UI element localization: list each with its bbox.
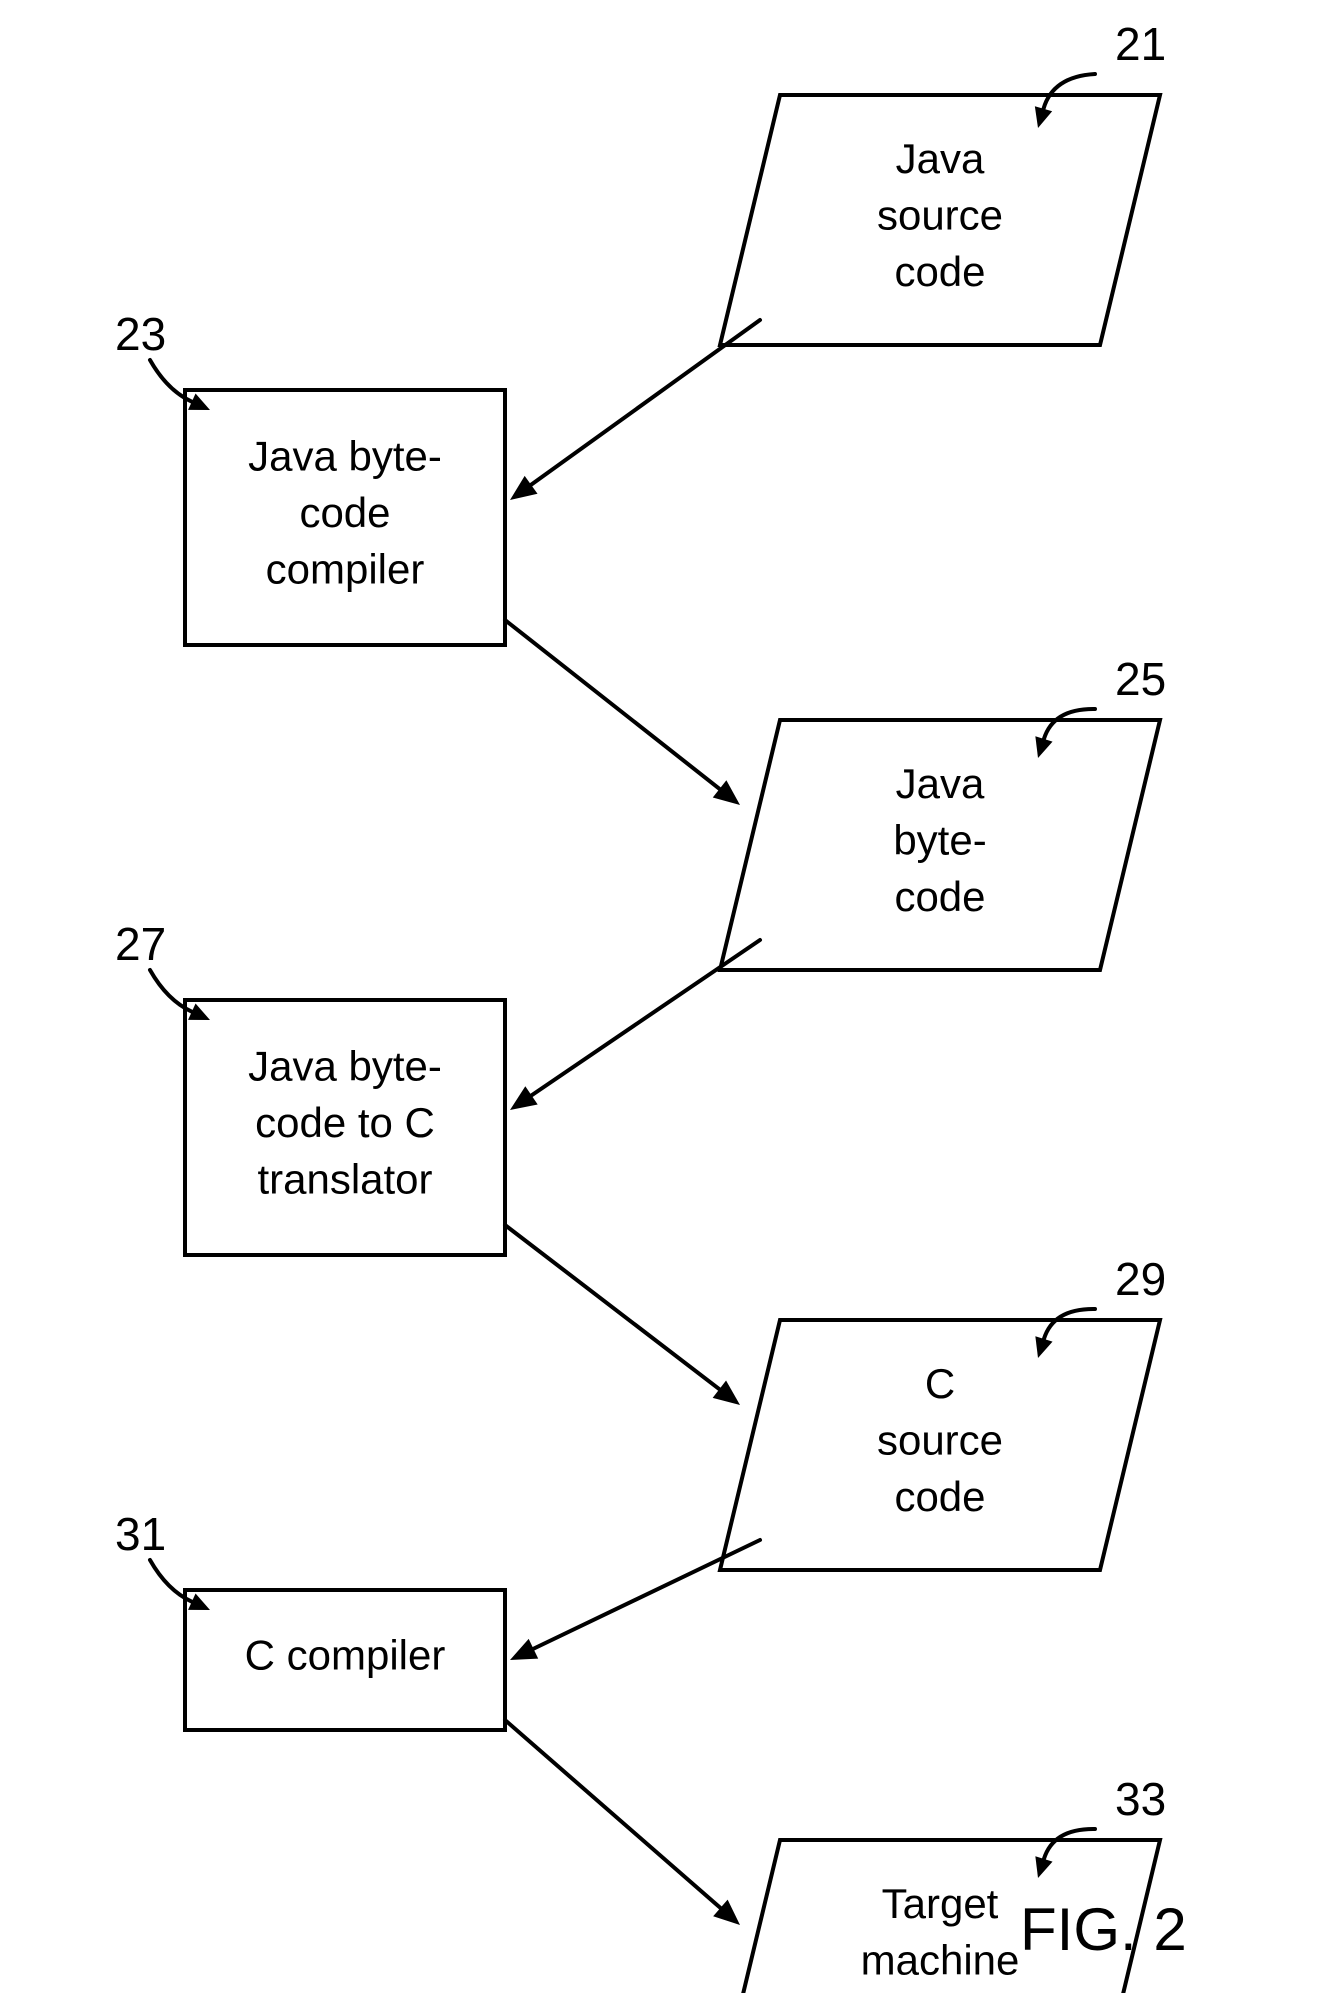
node-n31: C compiler 31 xyxy=(115,1508,505,1730)
node-text: Java xyxy=(896,135,985,182)
node-text: source xyxy=(877,1416,1003,1463)
ref-label: 27 xyxy=(115,918,166,970)
node-text: Java byte- xyxy=(248,1042,442,1089)
node-n29: Csource code 29 xyxy=(720,1253,1166,1570)
ref-label: 23 xyxy=(115,308,166,360)
ref-label: 31 xyxy=(115,1508,166,1560)
node-text: machine xyxy=(861,1936,1020,1983)
node-n27: Java byte-code to C translator 27 xyxy=(115,918,505,1255)
node-text: source xyxy=(877,191,1003,238)
flowchart-canvas: Java source code 21 Java byte-code compiler 23… xyxy=(0,0,1318,1993)
node-text: byte- xyxy=(893,816,986,863)
ref-label: 33 xyxy=(1115,1773,1166,1825)
ref-label: 25 xyxy=(1115,653,1166,705)
ref-label: 21 xyxy=(1115,18,1166,70)
node-text: code to C xyxy=(255,1099,435,1146)
ref-label: 29 xyxy=(1115,1253,1166,1305)
node-n21: Java source code 21 xyxy=(720,18,1166,345)
node-n25: Java byte-code 25 xyxy=(720,653,1166,970)
node-text: code xyxy=(299,489,390,536)
node-text: code xyxy=(894,873,985,920)
node-text: Java xyxy=(896,760,985,807)
node-text: compiler xyxy=(266,546,425,593)
node-text: code xyxy=(894,1473,985,1520)
node-n23: Java byte-code compiler 23 xyxy=(115,308,505,645)
figure-label: FIG. 2 xyxy=(1020,1896,1187,1963)
node-text: code xyxy=(894,248,985,295)
node-text: translator xyxy=(257,1156,432,1203)
node-text: Target xyxy=(882,1880,999,1927)
node-text: C compiler xyxy=(245,1631,446,1678)
node-text: Java byte- xyxy=(248,432,442,479)
node-text: C xyxy=(925,1360,955,1407)
